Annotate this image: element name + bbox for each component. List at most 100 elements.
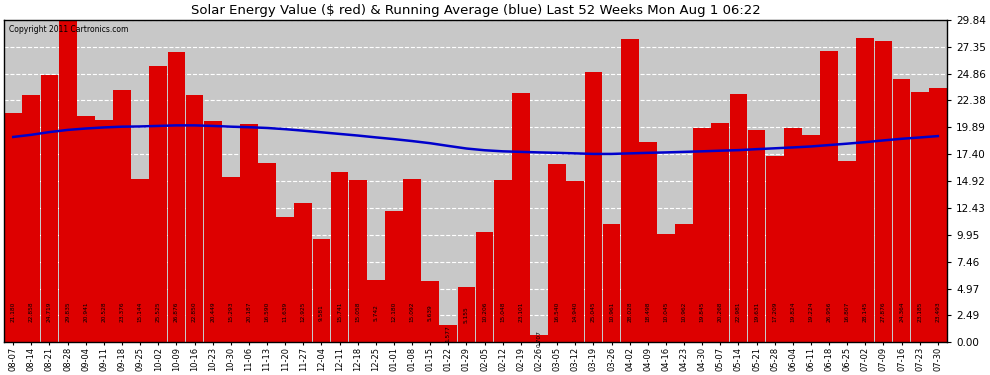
Text: 28.028: 28.028: [627, 302, 633, 322]
Text: 12.925: 12.925: [301, 302, 306, 322]
Bar: [929, 88, 946, 342]
Text: 23.493: 23.493: [936, 302, 940, 322]
Bar: [494, 180, 512, 342]
Text: Copyright 2011 Cartronics.com: Copyright 2011 Cartronics.com: [9, 25, 129, 34]
Bar: [440, 326, 457, 342]
Bar: [856, 38, 874, 342]
Bar: [222, 177, 240, 342]
Bar: [422, 281, 440, 342]
Text: 15.741: 15.741: [337, 302, 343, 322]
Text: 27.876: 27.876: [881, 302, 886, 322]
Bar: [367, 280, 385, 342]
Text: 16.807: 16.807: [844, 302, 849, 322]
Bar: [839, 160, 856, 342]
Bar: [693, 128, 711, 342]
Bar: [23, 95, 41, 342]
Text: 16.540: 16.540: [554, 302, 559, 322]
Text: 5.742: 5.742: [373, 304, 378, 321]
Text: 22.850: 22.850: [192, 302, 197, 322]
Bar: [457, 286, 475, 342]
Bar: [548, 164, 566, 342]
Bar: [240, 124, 257, 342]
Bar: [476, 232, 493, 342]
Text: 11.639: 11.639: [283, 302, 288, 322]
Text: 0.707: 0.707: [537, 330, 542, 347]
Bar: [603, 224, 621, 342]
Text: 10.961: 10.961: [609, 302, 614, 322]
Text: 16.590: 16.590: [264, 302, 269, 322]
Bar: [41, 75, 58, 342]
Text: 18.498: 18.498: [645, 302, 650, 322]
Text: 14.940: 14.940: [573, 302, 578, 322]
Bar: [657, 234, 675, 342]
Text: 28.145: 28.145: [863, 302, 868, 322]
Text: 19.224: 19.224: [809, 302, 814, 322]
Bar: [584, 72, 602, 342]
Text: 22.858: 22.858: [29, 302, 34, 322]
Bar: [276, 216, 294, 342]
Text: 19.824: 19.824: [790, 302, 795, 322]
Bar: [186, 95, 203, 342]
Text: 10.045: 10.045: [663, 302, 668, 322]
Bar: [893, 79, 911, 342]
Text: 23.101: 23.101: [519, 302, 524, 322]
Bar: [132, 178, 149, 342]
Bar: [77, 116, 95, 342]
Bar: [385, 211, 403, 342]
Text: 10.206: 10.206: [482, 302, 487, 322]
Text: 29.835: 29.835: [65, 302, 70, 322]
Bar: [730, 94, 747, 342]
Text: 1.577: 1.577: [446, 326, 450, 342]
Text: 26.876: 26.876: [174, 302, 179, 322]
Text: 25.045: 25.045: [591, 302, 596, 322]
Text: 26.956: 26.956: [827, 302, 832, 322]
Text: 19.845: 19.845: [700, 302, 705, 322]
Text: 24.719: 24.719: [47, 302, 52, 322]
Text: 15.144: 15.144: [138, 302, 143, 322]
Bar: [712, 123, 730, 342]
Bar: [911, 92, 929, 342]
Text: 15.058: 15.058: [355, 302, 360, 322]
Text: 23.376: 23.376: [120, 302, 125, 322]
Bar: [766, 156, 783, 342]
Bar: [675, 224, 693, 342]
Bar: [403, 179, 421, 342]
Bar: [331, 172, 348, 342]
Bar: [621, 39, 639, 342]
Bar: [149, 66, 167, 342]
Text: 24.364: 24.364: [899, 302, 904, 322]
Bar: [747, 130, 765, 342]
Bar: [874, 41, 892, 342]
Text: 9.581: 9.581: [319, 304, 324, 321]
Text: 15.293: 15.293: [229, 302, 234, 322]
Bar: [512, 93, 530, 342]
Text: 5.639: 5.639: [428, 304, 433, 321]
Text: 25.525: 25.525: [155, 302, 160, 322]
Text: 20.528: 20.528: [101, 302, 106, 322]
Bar: [820, 51, 838, 342]
Title: Solar Energy Value ($ red) & Running Average (blue) Last 52 Weeks Mon Aug 1 06:2: Solar Energy Value ($ red) & Running Ave…: [191, 4, 760, 17]
Bar: [639, 142, 656, 342]
Bar: [113, 90, 131, 342]
Bar: [204, 121, 222, 342]
Text: 5.155: 5.155: [464, 306, 469, 323]
Text: 10.962: 10.962: [681, 302, 686, 322]
Bar: [58, 20, 76, 342]
Text: 20.268: 20.268: [718, 302, 723, 322]
Text: 15.092: 15.092: [410, 302, 415, 322]
Text: 22.981: 22.981: [736, 302, 741, 322]
Text: 17.209: 17.209: [772, 302, 777, 322]
Text: 21.180: 21.180: [11, 302, 16, 322]
Bar: [258, 163, 276, 342]
Bar: [167, 52, 185, 342]
Text: 23.185: 23.185: [918, 302, 923, 322]
Text: 20.187: 20.187: [247, 302, 251, 322]
Text: 20.449: 20.449: [210, 302, 215, 322]
Bar: [348, 180, 366, 342]
Text: 12.180: 12.180: [391, 302, 396, 322]
Text: 15.048: 15.048: [500, 302, 505, 322]
Bar: [802, 135, 820, 342]
Bar: [4, 113, 22, 342]
Bar: [784, 128, 802, 342]
Bar: [530, 335, 547, 342]
